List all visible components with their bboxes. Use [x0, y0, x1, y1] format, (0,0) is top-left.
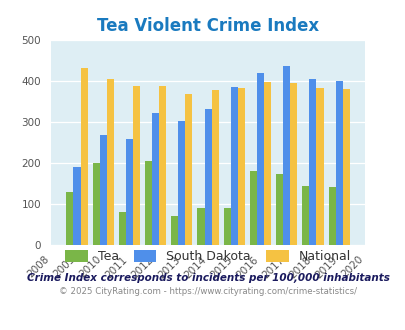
Bar — [66, 192, 73, 245]
Bar — [249, 171, 256, 245]
Bar — [223, 209, 230, 245]
Bar — [328, 187, 335, 245]
Bar — [119, 212, 126, 245]
Text: © 2025 CityRating.com - https://www.cityrating.com/crime-statistics/: © 2025 CityRating.com - https://www.city… — [59, 287, 356, 296]
Bar — [107, 79, 113, 245]
Bar — [283, 66, 290, 245]
Bar — [185, 94, 192, 245]
Bar — [126, 139, 132, 245]
Bar — [211, 90, 218, 245]
Bar — [256, 73, 263, 245]
Bar — [275, 174, 283, 245]
Title: Tea Violent Crime Index: Tea Violent Crime Index — [97, 17, 318, 35]
Bar — [335, 81, 342, 245]
Bar — [230, 87, 237, 245]
Bar — [80, 68, 87, 245]
Legend: Tea, South Dakota, National: Tea, South Dakota, National — [65, 250, 350, 263]
Bar — [152, 113, 159, 245]
Bar — [132, 85, 140, 245]
Bar — [99, 135, 107, 245]
Bar — [171, 216, 178, 245]
Bar — [290, 83, 296, 245]
Bar — [159, 86, 166, 245]
Bar — [178, 121, 185, 245]
Bar — [73, 167, 80, 245]
Bar — [145, 161, 152, 245]
Bar — [204, 109, 211, 245]
Bar — [237, 87, 244, 245]
Text: Crime Index corresponds to incidents per 100,000 inhabitants: Crime Index corresponds to incidents per… — [27, 273, 388, 283]
Bar — [92, 163, 99, 245]
Bar — [342, 89, 349, 245]
Bar — [302, 186, 309, 245]
Bar — [316, 88, 323, 245]
Bar — [197, 209, 204, 245]
Bar — [263, 82, 271, 245]
Bar — [309, 79, 316, 245]
